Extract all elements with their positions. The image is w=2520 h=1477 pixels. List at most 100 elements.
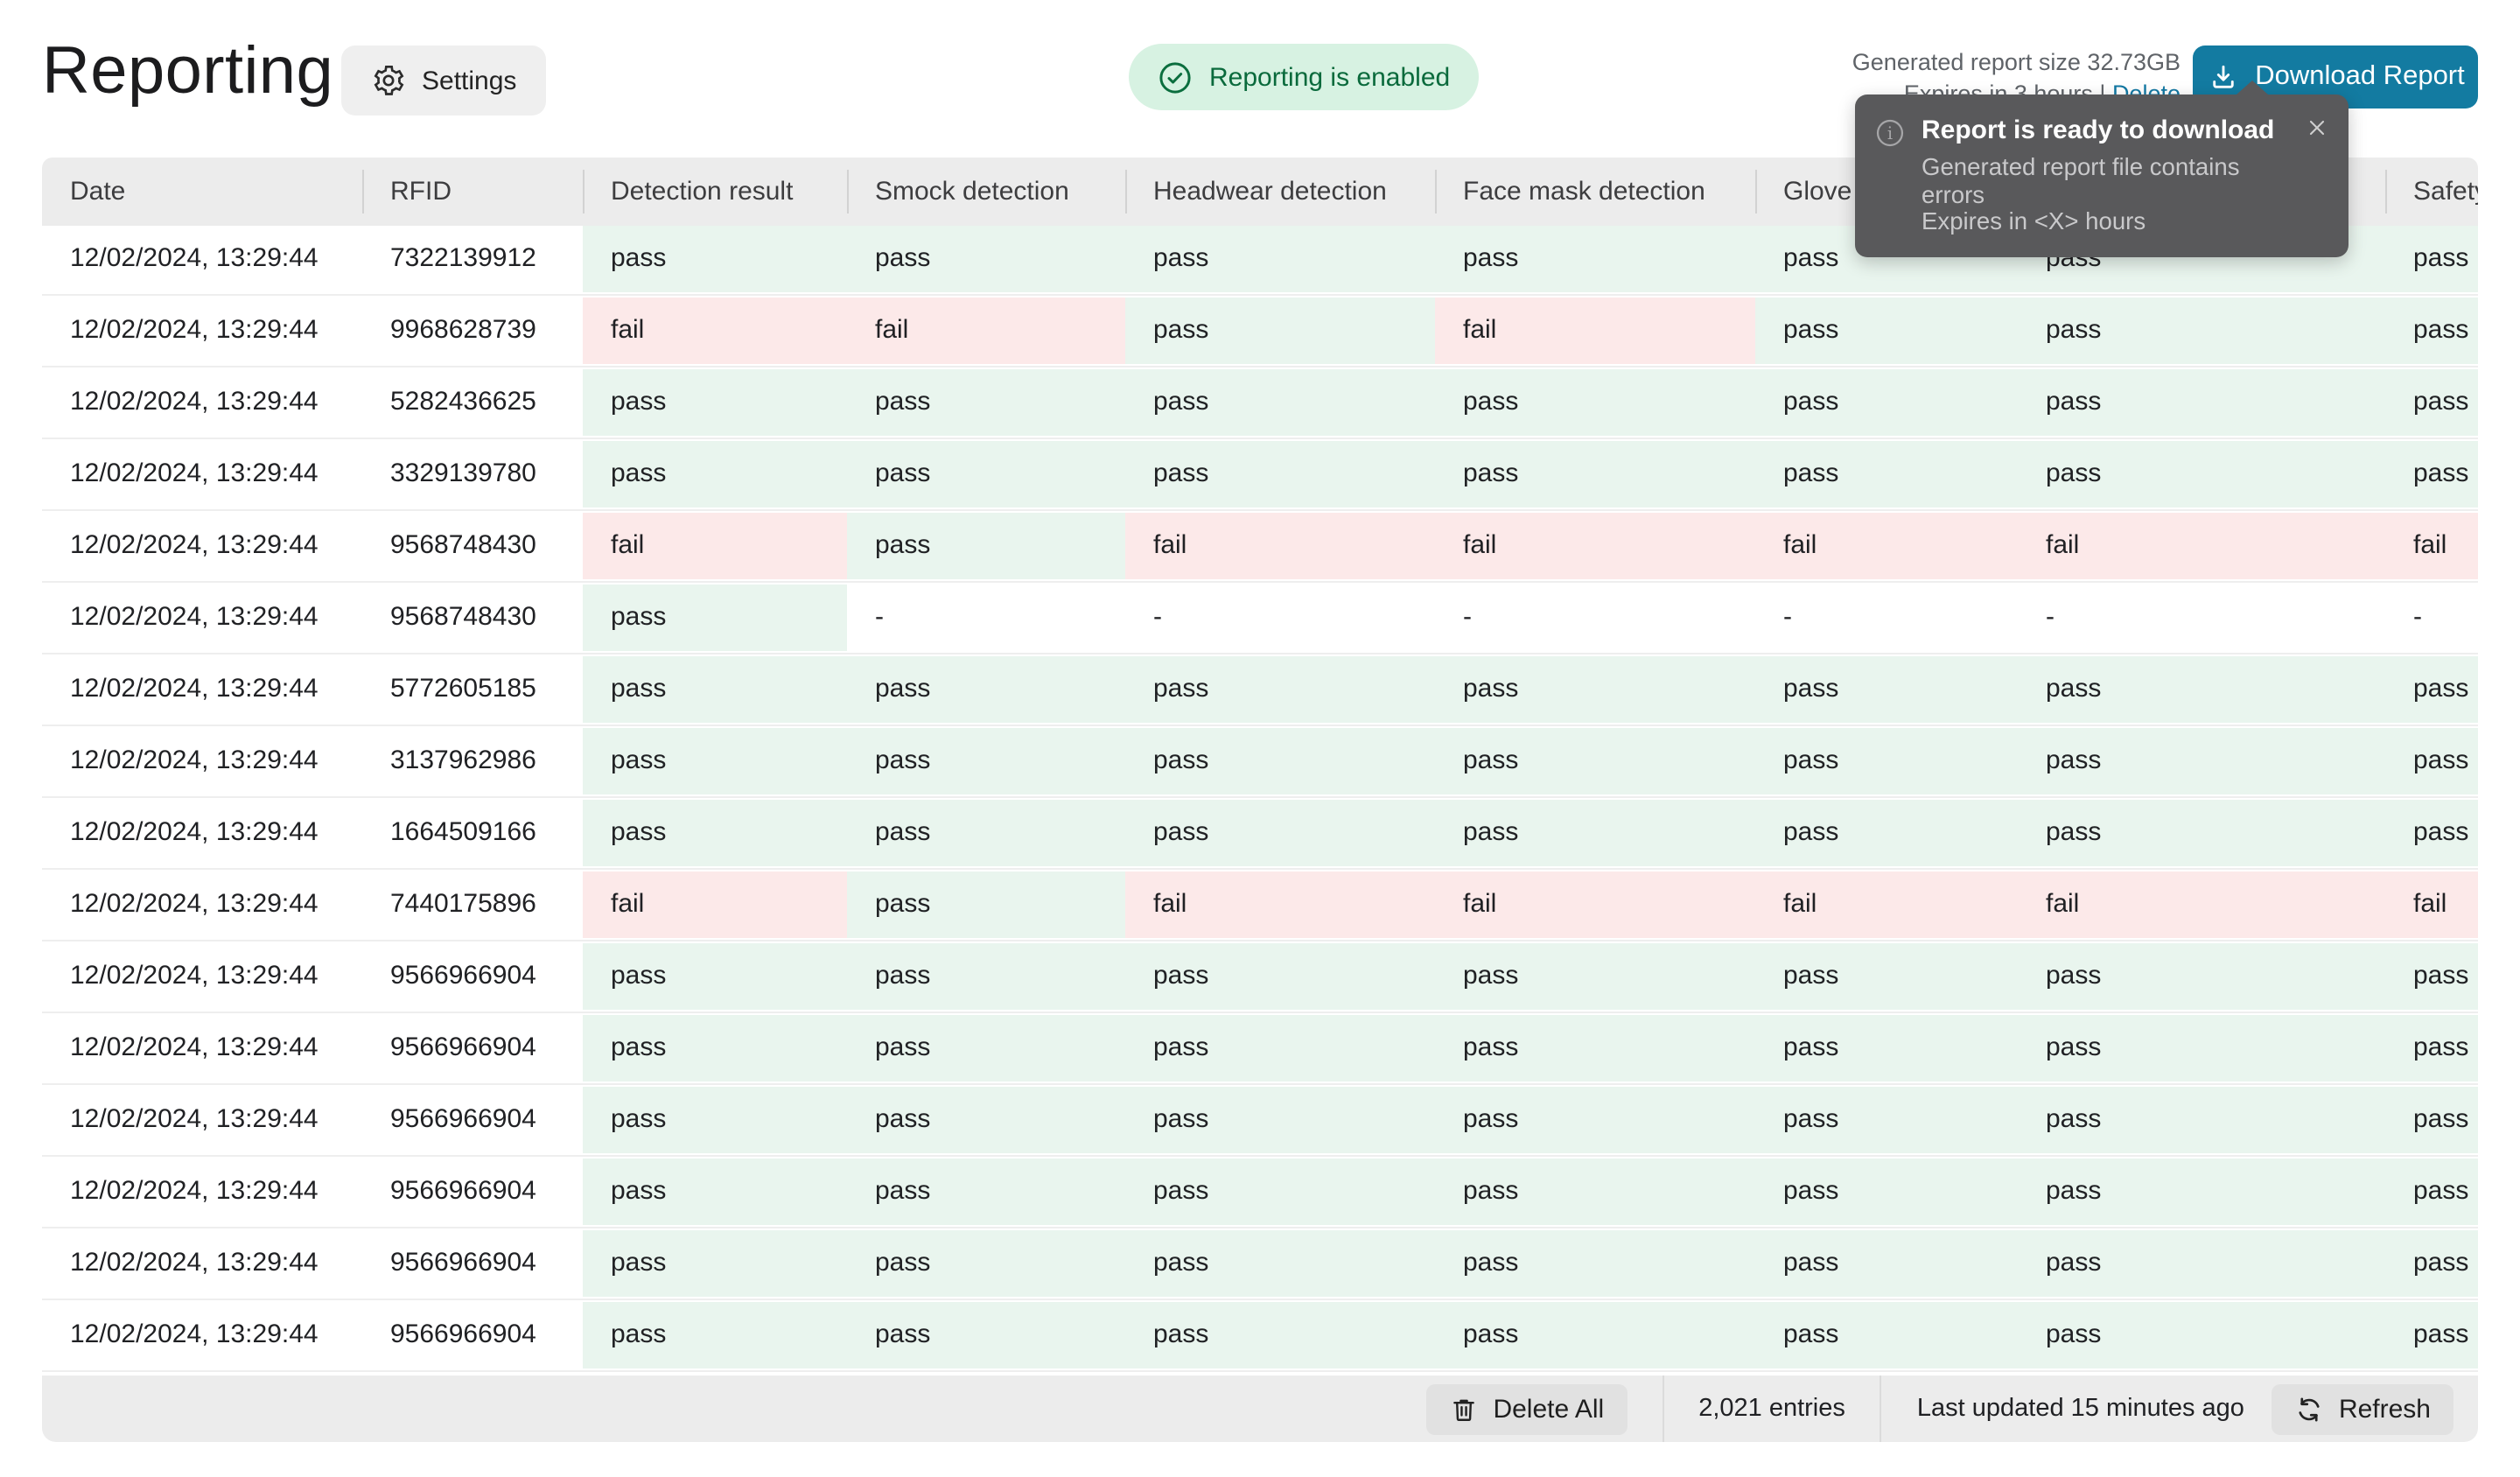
rfid-cell: 3329139780 xyxy=(362,441,583,508)
result-cell: fail xyxy=(2385,513,2478,579)
result-cell: pass xyxy=(1435,800,1755,866)
date-cell: 12/02/2024, 13:29:44 xyxy=(42,584,362,651)
result-cell: pass xyxy=(2018,800,2385,866)
rfid-cell: 9568748430 xyxy=(362,584,583,651)
rfid-cell: 9566966904 xyxy=(362,943,583,1010)
result-cell: pass xyxy=(583,584,847,651)
result-cell: fail xyxy=(847,298,1125,364)
date-cell: 12/02/2024, 13:29:44 xyxy=(42,1230,362,1297)
result-cell: pass xyxy=(583,1158,847,1225)
result-cell: pass xyxy=(847,1230,1125,1297)
rfid-cell: 9566966904 xyxy=(362,1087,583,1153)
result-cell: pass xyxy=(1755,1230,2018,1297)
table-row: 12/02/2024, 13:29:44 1664509166 pass pass pa… xyxy=(42,800,2478,870)
result-cell: fail xyxy=(1755,513,2018,579)
download-icon xyxy=(2206,60,2239,94)
table-row: 12/02/2024, 13:29:44 9566966904 pass pass pa… xyxy=(42,1302,2478,1372)
result-cell: pass xyxy=(1755,1015,2018,1082)
gear-icon xyxy=(371,63,406,98)
result-cell: pass xyxy=(583,728,847,794)
trash-icon xyxy=(1449,1394,1479,1424)
table-body: 12/02/2024, 13:29:44 7322139912 pass pass pa… xyxy=(42,226,2478,1374)
footer-divider xyxy=(1662,1376,1664,1442)
toast-arrow xyxy=(2236,80,2268,94)
result-cell: pass xyxy=(1435,728,1755,794)
rfid-cell: 3137962986 xyxy=(362,728,583,794)
check-circle-icon xyxy=(1157,59,1194,95)
column-header: Safety xyxy=(2385,158,2478,226)
delete-all-label: Delete All xyxy=(1493,1394,1605,1424)
download-toast: i Report is ready to download Generated … xyxy=(1855,80,2348,256)
result-cell: pass xyxy=(2385,728,2478,794)
rfid-cell: 9566966904 xyxy=(362,1015,583,1082)
result-cell: pass xyxy=(583,1302,847,1368)
result-cell: pass xyxy=(1125,441,1435,508)
result-cell: fail xyxy=(1125,513,1435,579)
refresh-button[interactable]: Refresh xyxy=(2272,1383,2454,1434)
result-cell: pass xyxy=(1435,1230,1755,1297)
result-cell: pass xyxy=(1755,369,2018,436)
result-cell: fail xyxy=(1435,872,1755,938)
status-badge-label: Reporting is enabled xyxy=(1209,62,1451,92)
result-cell: pass xyxy=(583,369,847,436)
close-icon[interactable] xyxy=(2305,116,2329,140)
result-cell: pass xyxy=(2385,1015,2478,1082)
result-cell: pass xyxy=(1755,1087,2018,1153)
result-cell: pass xyxy=(1755,441,2018,508)
date-cell: 12/02/2024, 13:29:44 xyxy=(42,226,362,292)
date-cell: 12/02/2024, 13:29:44 xyxy=(42,369,362,436)
result-cell: fail xyxy=(2018,513,2385,579)
result-cell: pass xyxy=(1125,1087,1435,1153)
report-size: Generated report size 32.73GB xyxy=(1852,49,2180,75)
svg-text:i: i xyxy=(1887,123,1893,144)
date-cell: 12/02/2024, 13:29:44 xyxy=(42,1087,362,1153)
result-cell: pass xyxy=(2018,1015,2385,1082)
result-cell: pass xyxy=(1125,656,1435,723)
result-cell: pass xyxy=(1435,369,1755,436)
result-cell: pass xyxy=(583,1015,847,1082)
result-cell: pass xyxy=(2385,1158,2478,1225)
toast-body-line1: Generated report file contains errors xyxy=(1922,154,2240,207)
result-cell: pass xyxy=(1755,800,2018,866)
table-row: 12/02/2024, 13:29:44 9968628739 fail fail pa… xyxy=(42,298,2478,368)
result-cell: pass xyxy=(1435,1015,1755,1082)
settings-button[interactable]: Settings xyxy=(341,46,547,116)
column-header: Headwear detection xyxy=(1125,158,1435,226)
result-cell: pass xyxy=(2018,1087,2385,1153)
delete-all-button[interactable]: Delete All xyxy=(1426,1383,1628,1434)
result-cell: pass xyxy=(1435,1158,1755,1225)
rfid-cell: 9568748430 xyxy=(362,513,583,579)
date-cell: 12/02/2024, 13:29:44 xyxy=(42,872,362,938)
column-header: Smock detection xyxy=(847,158,1125,226)
toast-body-line2: Expires in <X> hours xyxy=(1922,208,2146,234)
result-cell: pass xyxy=(1755,728,2018,794)
table-row: 12/02/2024, 13:29:44 5282436625 pass pass pa… xyxy=(42,369,2478,439)
result-cell: pass xyxy=(1125,369,1435,436)
info-icon: i xyxy=(1874,117,1906,149)
refresh-label: Refresh xyxy=(2338,1394,2431,1424)
result-cell: - xyxy=(847,584,1125,651)
result-cell: pass xyxy=(2018,298,2385,364)
result-cell: pass xyxy=(2018,369,2385,436)
result-cell: pass xyxy=(2385,298,2478,364)
result-cell: pass xyxy=(1435,226,1755,292)
result-cell: pass xyxy=(1435,1302,1755,1368)
result-cell: pass xyxy=(1755,943,2018,1010)
result-cell: pass xyxy=(2385,800,2478,866)
result-cell: pass xyxy=(583,656,847,723)
result-cell: pass xyxy=(847,441,1125,508)
result-cell: fail xyxy=(1435,513,1755,579)
table-row: 12/02/2024, 13:29:44 9566966904 pass pass pa… xyxy=(42,1158,2478,1228)
column-header: Face mask detection xyxy=(1435,158,1755,226)
result-cell: pass xyxy=(2385,1087,2478,1153)
result-cell: fail xyxy=(583,872,847,938)
result-cell: - xyxy=(1125,584,1435,651)
result-cell: pass xyxy=(1125,800,1435,866)
rfid-cell: 9566966904 xyxy=(362,1158,583,1225)
result-cell: pass xyxy=(2385,943,2478,1010)
result-cell: pass xyxy=(2018,728,2385,794)
entries-count: 2,021 entries xyxy=(1698,1395,1845,1423)
table-row: 12/02/2024, 13:29:44 9568748430 pass - - - - - - xyxy=(42,584,2478,654)
